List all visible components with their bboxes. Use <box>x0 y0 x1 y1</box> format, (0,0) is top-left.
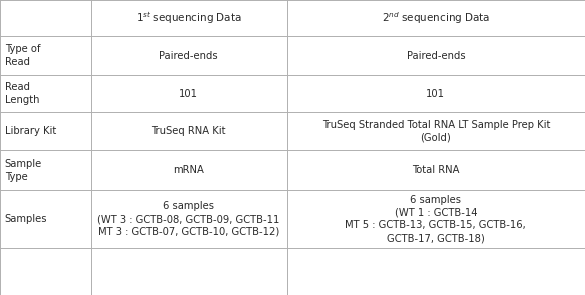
Text: 101: 101 <box>426 89 445 99</box>
Text: TruSeq Stranded Total RNA LT Sample Prep Kit
(Gold): TruSeq Stranded Total RNA LT Sample Prep… <box>322 120 550 143</box>
Text: Samples: Samples <box>5 214 47 224</box>
Text: 2$^{nd}$ sequencing Data: 2$^{nd}$ sequencing Data <box>381 10 490 26</box>
Text: mRNA: mRNA <box>173 165 204 175</box>
Text: 1$^{st}$ sequencing Data: 1$^{st}$ sequencing Data <box>136 10 242 26</box>
Text: Read
Length: Read Length <box>5 82 39 105</box>
Text: 6 samples
(WT 1 : GCTB-14
MT 5 : GCTB-13, GCTB-15, GCTB-16,
GCTB-17, GCTB-18): 6 samples (WT 1 : GCTB-14 MT 5 : GCTB-13… <box>346 195 526 243</box>
Text: Type of
Read: Type of Read <box>5 44 40 67</box>
Text: Sample
Type: Sample Type <box>5 159 42 182</box>
Text: Paired-ends: Paired-ends <box>159 51 218 60</box>
Text: TruSeq RNA Kit: TruSeq RNA Kit <box>152 126 226 136</box>
Text: 6 samples
(WT 3 : GCTB-08, GCTB-09, GCTB-11
MT 3 : GCTB-07, GCTB-10, GCTB-12): 6 samples (WT 3 : GCTB-08, GCTB-09, GCTB… <box>98 201 280 237</box>
Text: Library Kit: Library Kit <box>5 126 56 136</box>
Text: Total RNA: Total RNA <box>412 165 460 175</box>
Text: Paired-ends: Paired-ends <box>407 51 465 60</box>
Text: 101: 101 <box>179 89 198 99</box>
